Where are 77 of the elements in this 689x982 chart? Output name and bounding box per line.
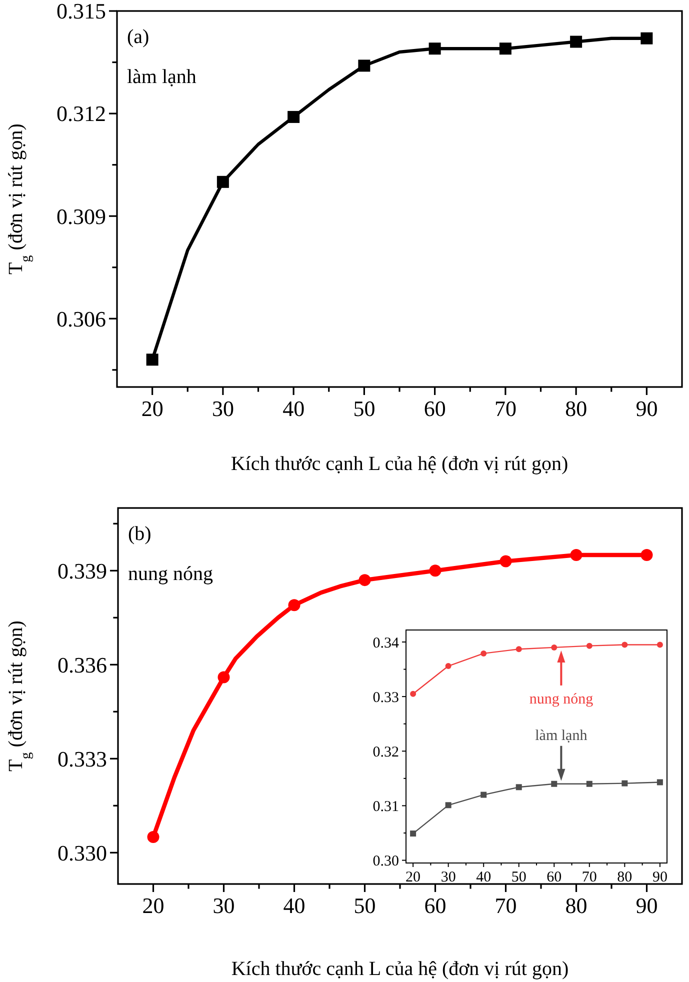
- x-tick-label: 90: [636, 892, 658, 918]
- point: [640, 32, 653, 44]
- annotation: nung nóng: [529, 691, 594, 708]
- point: [516, 646, 522, 652]
- x-tick-label: 30: [440, 869, 456, 886]
- x-tick-label: 50: [511, 869, 526, 886]
- x-tick-label: 70: [494, 396, 516, 421]
- point: [218, 671, 230, 684]
- y-tick-label: 0.33: [372, 690, 399, 706]
- x-axis-title: Kích thước cạnh L của hệ (đơn vị rút gọn): [230, 453, 568, 475]
- x-tick-label: 50: [353, 396, 376, 421]
- point: [146, 354, 158, 366]
- y-tick-label: 0.315: [56, 0, 106, 24]
- y-tick-label: 0.32: [372, 744, 399, 760]
- y-tick-label: 0.330: [58, 840, 107, 866]
- x-tick-label: 90: [652, 869, 668, 886]
- x-tick-label: 40: [282, 396, 305, 421]
- point: [288, 599, 300, 612]
- point: [656, 779, 663, 786]
- annotation: làm lạnh: [535, 728, 588, 744]
- point: [410, 690, 416, 697]
- x-tick-label: 60: [546, 869, 562, 886]
- x-tick-label: 60: [424, 396, 446, 421]
- x-tick-label: 60: [424, 892, 446, 918]
- point: [428, 42, 441, 55]
- y-tick-label: 0.339: [58, 558, 107, 584]
- point: [216, 176, 229, 188]
- point: [147, 831, 160, 843]
- point: [500, 555, 512, 568]
- point: [622, 780, 628, 786]
- x-tick-label: 40: [476, 869, 492, 886]
- x-tick-label: 80: [565, 892, 588, 918]
- point: [410, 830, 416, 837]
- x-axis-title: Kích thước cạnh L của hệ (đơn vị rút gọn): [231, 958, 569, 980]
- annotation: làm lạnh: [127, 66, 196, 88]
- point: [551, 644, 558, 650]
- x-tick-label: 40: [283, 892, 306, 918]
- x-tick-label: 30: [212, 396, 234, 421]
- point: [480, 650, 487, 656]
- point: [570, 36, 582, 48]
- x-tick-label: 50: [354, 892, 376, 918]
- point: [586, 642, 592, 649]
- point: [656, 642, 663, 648]
- point: [445, 802, 452, 808]
- x-tick-label: 20: [142, 892, 164, 918]
- point: [429, 564, 442, 577]
- point: [499, 42, 512, 55]
- x-tick-label: 20: [406, 869, 421, 886]
- annotation: (b): [128, 523, 152, 545]
- point: [622, 642, 628, 648]
- y-tick-label: 0.306: [56, 306, 106, 332]
- y-tick-label: 0.31: [372, 798, 399, 815]
- x-tick-label: 70: [494, 892, 517, 918]
- y-tick-label: 0.34: [372, 635, 400, 652]
- annotation: (a): [127, 26, 150, 48]
- point: [445, 663, 452, 670]
- y-tick-label: 0.336: [58, 652, 107, 678]
- annotation: nung nóng: [128, 563, 213, 585]
- x-tick-label: 20: [141, 396, 164, 421]
- point: [480, 792, 487, 798]
- x-tick-label: 30: [212, 892, 235, 918]
- x-tick-label: 80: [617, 869, 632, 886]
- y-tick-label: 0.333: [58, 746, 107, 772]
- point: [358, 60, 370, 72]
- x-tick-label: 90: [636, 396, 658, 421]
- y-tick-label: 0.312: [56, 101, 106, 126]
- point: [586, 780, 592, 787]
- y-tick-label: 0.30: [372, 854, 399, 870]
- point: [288, 110, 300, 123]
- point: [358, 574, 371, 586]
- y-tick-label: 0.309: [56, 204, 106, 229]
- point: [570, 549, 582, 561]
- point: [516, 784, 522, 790]
- point: [551, 780, 558, 787]
- x-tick-label: 70: [582, 869, 597, 886]
- point: [640, 549, 653, 561]
- x-tick-label: 80: [565, 396, 588, 421]
